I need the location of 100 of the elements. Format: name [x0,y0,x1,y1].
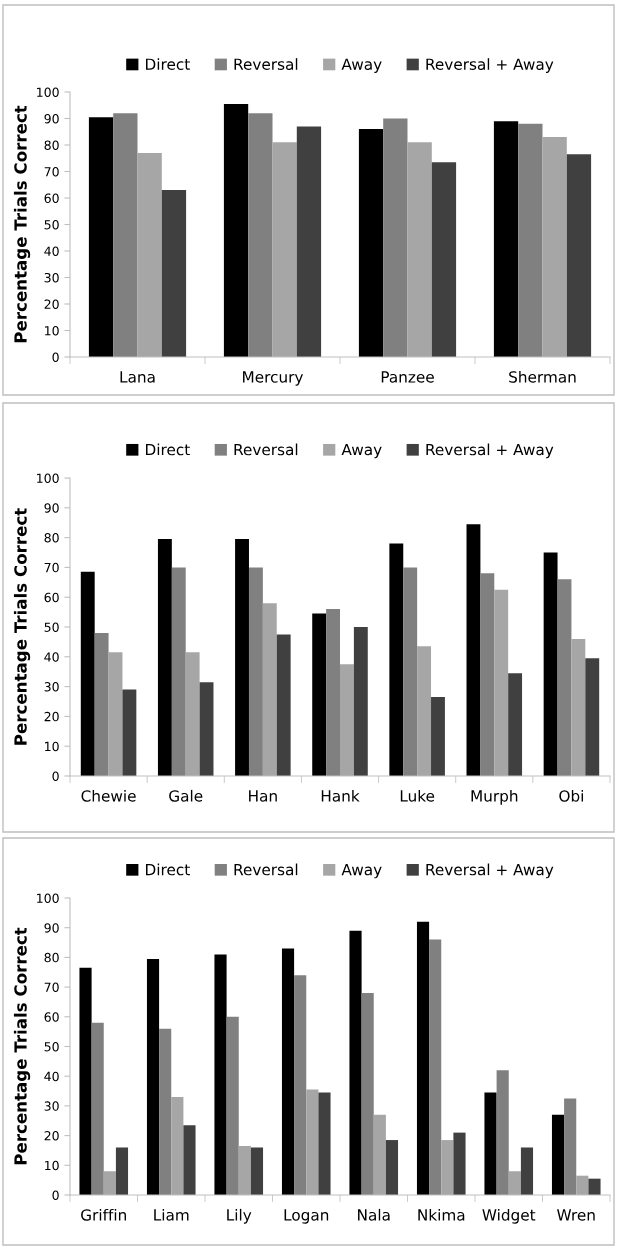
bar [361,993,374,1195]
bar [441,1140,454,1195]
bar [146,958,160,1195]
bar [312,613,327,776]
bar [383,118,408,357]
bar [431,697,445,776]
x-tick-label: Nkima [418,1208,465,1221]
y-tick-label: 90 [44,923,59,933]
bar [508,673,523,776]
bar [551,1114,565,1195]
bar [94,632,109,776]
legend-label: Reversal + Away [426,443,554,459]
x-tick-label: Obi [559,789,583,802]
legend-label: Away [341,443,382,459]
bar [80,571,95,776]
bar [564,1098,577,1195]
x-tick-label: Chewie [81,789,136,802]
bar [416,921,430,1195]
bar [115,1147,129,1195]
bar [223,103,249,357]
bar [403,567,418,776]
y-tick-label: 80 [44,952,59,963]
bar [91,1022,104,1195]
bar [453,1132,466,1195]
y-tick-label: 30 [44,272,59,283]
y-tick-label: 0 [52,352,59,362]
bar [108,652,123,776]
y-tick-label: 50 [44,219,59,230]
bar [276,634,291,776]
y-tick-label: 60 [44,592,59,603]
y-tick-label: 20 [44,299,59,309]
bar [571,638,586,776]
bar [407,142,432,357]
bar [349,930,362,1195]
bar [88,117,114,357]
bar [508,1171,521,1195]
bar [248,113,273,357]
bar [557,579,572,776]
bar [318,1092,331,1195]
legend-label: Reversal [234,863,298,876]
legend-label: Direct [146,58,190,70]
bar [358,129,384,357]
x-tick-label: Luke [400,789,435,802]
bar [238,1146,251,1195]
bar [494,589,509,776]
x-tick-label: Mercury [243,371,304,386]
bar [262,603,277,776]
bar [585,658,600,776]
x-tick-label: Lana [120,371,155,383]
bar [373,1114,386,1195]
legend-label: Away [341,58,382,73]
bar [103,1171,116,1195]
bar [496,1070,509,1195]
y-tick-label: 60 [44,193,59,203]
bar [588,1178,601,1195]
bar [576,1175,589,1195]
x-tick-label: Han [249,790,277,802]
x-tick-label: Panzee [381,371,434,383]
bar [480,573,495,776]
legend-label: Reversal [234,58,298,70]
bar [466,524,481,776]
y-tick-label: 80 [44,533,59,543]
bar [389,543,404,776]
bar [185,652,200,776]
y-tick-label: 100 [37,473,59,483]
y-tick-label: 10 [45,1160,59,1171]
y-tick-label: 50 [44,1041,59,1052]
y-tick-label: 70 [44,166,59,177]
y-tick-label: 70 [44,562,59,573]
bar [493,121,519,357]
bar [137,152,162,357]
bar [159,1028,172,1195]
y-tick-label: 10 [45,325,59,336]
bar [272,142,297,357]
bar [113,113,138,357]
bar [542,137,567,357]
y-tick-label: 90 [44,503,59,513]
bar [306,1089,319,1195]
bar [171,567,186,776]
bar [248,567,263,776]
bar [385,1140,399,1195]
y-axis-title: Percentage Trials Correct [13,508,31,745]
y-tick-label: 30 [44,682,59,692]
bar [296,126,322,357]
y-tick-label: 0 [52,771,59,781]
y-tick-label: 50 [44,622,59,632]
legend-label: Reversal + Away [426,863,554,879]
bar [235,539,249,776]
bar [566,154,592,357]
bar [79,967,92,1195]
y-tick-label: 20 [44,711,59,722]
bar [326,609,340,776]
legend-label: Direct [146,863,190,876]
bar [214,954,227,1195]
y-tick-label: 30 [44,1101,59,1111]
bar [543,552,558,776]
bar [417,646,432,776]
y-tick-label: 100 [37,893,59,903]
bar [226,1016,239,1195]
y-tick-label: 10 [45,741,59,752]
